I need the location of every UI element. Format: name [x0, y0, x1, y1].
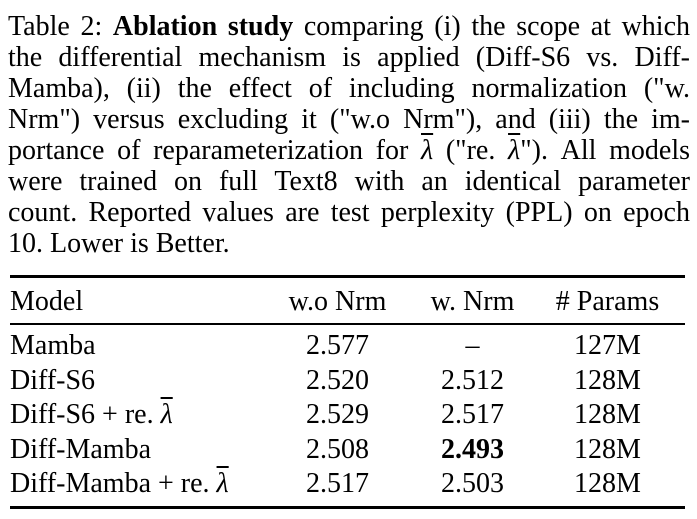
caption-line-8: 10. Lower is Better. [8, 228, 690, 259]
caption-text: portance of reparameterization for [8, 135, 421, 166]
model-label: Mamba [10, 330, 96, 361]
lambda-bar-symbol: λ [421, 135, 434, 166]
cell-w-nrm: 2.517 [441, 399, 504, 430]
caption-line-4: Nrm") versus excluding it ("w.o Nrm"), a… [8, 104, 690, 135]
cell-w-nrm: 2.503 [441, 468, 504, 499]
caption-text: 10. Lower is Better. [8, 228, 230, 259]
cell-wo-nrm: 2.529 [306, 399, 369, 430]
header-params: # Params [555, 286, 660, 317]
caption-text: count. Reported values are test perplexi… [8, 197, 690, 228]
caption-line-2: the differential mechanism is applied (D… [8, 42, 690, 73]
header-model: Model [10, 286, 84, 317]
table-row-diff-mamba-re-lambda: Diff-Mamba + re. λ 2.517 2.503 128M [10, 467, 685, 502]
cell-wo-nrm: 2.520 [306, 364, 369, 396]
cell-params: 128M [574, 399, 641, 430]
caption-line-3: Mamba), (ii) the effect of including nor… [8, 73, 690, 104]
caption-text: comparing (i) the scope at which [293, 11, 690, 42]
caption-bold-title: Ablation study [112, 11, 294, 42]
cell-model: Diff-S6 + re. λ [10, 398, 260, 433]
cell-wo-nrm: 2.508 [306, 433, 369, 465]
cell-params: 127M [574, 330, 641, 361]
model-label: Diff-Mamba [10, 433, 151, 465]
caption-text: ("re. [433, 135, 509, 166]
table-row-diff-s6: Diff-S6 2.520 2.512 128M [10, 364, 685, 399]
lambda-bar-symbol: λ [508, 135, 521, 166]
cell-model: Mamba [10, 329, 260, 364]
table-body: Mamba 2.577 – 127M Diff-S6 2.520 2.512 1… [10, 325, 685, 506]
cell-model: Diff-Mamba + re. λ [10, 467, 260, 502]
table-row-diff-s6-re-lambda: Diff-S6 + re. λ 2.529 2.517 128M [10, 398, 685, 433]
caption-text: were trained on full Text8 with an ident… [8, 166, 690, 197]
table-header-row: Model w.o Nrm w. Nrm # Params [10, 278, 685, 325]
lambda-bar-symbol: λ [216, 468, 229, 499]
caption-text: "). All models [520, 135, 690, 166]
cell-wo-nrm: 2.517 [306, 468, 369, 499]
caption-text: Mamba), (ii) the effect of including nor… [8, 73, 690, 104]
header-wo-nrm: w.o Nrm [288, 286, 387, 317]
model-label: Diff-Mamba + re. [10, 468, 217, 499]
cell-model: Diff-Mamba [10, 433, 260, 468]
model-label: Diff-S6 [10, 364, 96, 396]
cell-model: Diff-S6 [10, 364, 260, 399]
caption-text: Table 2: [8, 11, 113, 42]
cell-params: 128M [574, 468, 641, 499]
cell-wo-nrm: 2.577 [306, 330, 369, 361]
cell-w-nrm: – [465, 330, 480, 361]
lambda-bar-symbol: λ [160, 399, 173, 430]
ablation-table: Model w.o Nrm w. Nrm # Params Mamba 2.57… [10, 275, 685, 509]
caption-text: the differential mechanism is applied (D… [8, 42, 690, 73]
cell-params: 128M [574, 433, 641, 465]
table-row-diff-mamba: Diff-Mamba 2.508 2.493 128M [10, 433, 685, 468]
cell-w-nrm: 2.512 [441, 364, 504, 396]
table-row-mamba: Mamba 2.577 – 127M [10, 329, 685, 364]
cell-params: 128M [574, 364, 641, 396]
table-caption: Table 2: Ablation study comparing (i) th… [8, 11, 690, 259]
header-w-nrm: w. Nrm [430, 286, 515, 317]
caption-line-1: Table 2: Ablation study comparing (i) th… [8, 11, 690, 42]
caption-text: Nrm") versus excluding it ("w.o Nrm"), a… [8, 104, 690, 135]
caption-line-7: count. Reported values are test perplexi… [8, 197, 690, 228]
caption-line-6: were trained on full Text8 with an ident… [8, 166, 690, 197]
caption-line-5: portance of reparameterization for λ ("r… [8, 135, 690, 166]
model-label: Diff-S6 + re. [10, 399, 161, 430]
cell-w-nrm-best: 2.493 [441, 433, 504, 465]
